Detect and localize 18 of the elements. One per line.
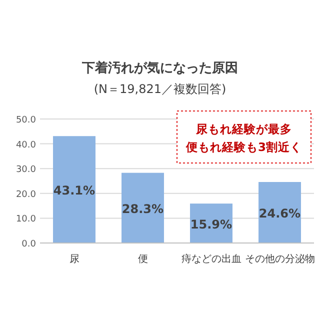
x-tick-label: 痔などの出血: [181, 253, 242, 265]
data-label: 43.1%: [53, 184, 96, 198]
x-tick-label: その他の分泌物: [244, 253, 315, 265]
y-tick-label: 50.0: [16, 116, 36, 126]
data-label: 28.3%: [122, 202, 164, 216]
annotation: 便もれ経験も3割近く: [184, 140, 302, 154]
y-tick-label: 20.0: [16, 190, 36, 200]
y-tick-label: 40.0: [16, 140, 36, 150]
data-label: 15.9%: [190, 217, 232, 232]
x-tick-label: 便: [138, 254, 148, 265]
y-tick-label: 10.0: [16, 214, 36, 225]
data-label: 24.6%: [258, 206, 301, 220]
annotation: 尿もれ経験が最多: [195, 122, 292, 136]
chart-title: 下着汚れが気になった原因: [81, 60, 238, 76]
y-tick-label: 30.0: [16, 165, 36, 176]
x-tick-label: 尿: [69, 254, 80, 265]
y-tick-label: 0.0: [22, 240, 36, 250]
chart-subtitle: (N＝19,821／複数回答): [94, 82, 226, 96]
